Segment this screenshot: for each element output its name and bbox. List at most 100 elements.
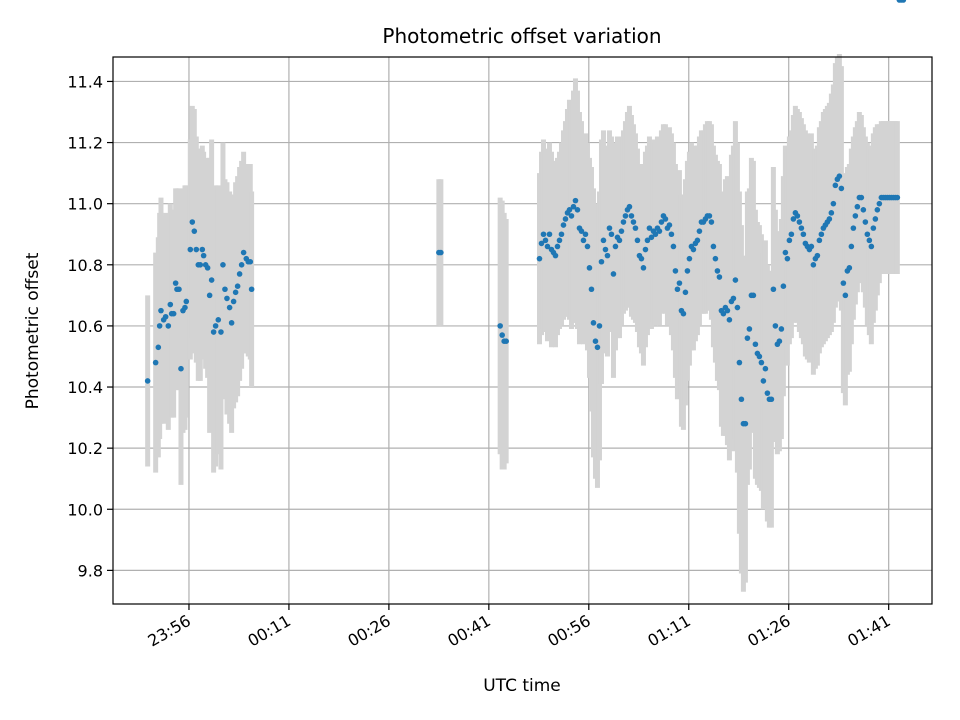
data-point bbox=[158, 307, 164, 314]
data-point bbox=[658, 219, 665, 225]
data-point bbox=[756, 353, 763, 360]
data-point bbox=[778, 326, 785, 332]
data-point bbox=[772, 323, 779, 329]
data-point bbox=[586, 265, 593, 271]
data-point bbox=[790, 216, 797, 222]
data-point bbox=[566, 206, 573, 213]
data-point bbox=[568, 213, 575, 219]
data-point bbox=[854, 203, 861, 210]
data-point bbox=[606, 225, 613, 231]
data-point bbox=[810, 261, 817, 268]
data-point bbox=[736, 359, 743, 366]
data-point bbox=[782, 249, 789, 256]
data-point bbox=[800, 231, 807, 238]
data-point bbox=[499, 332, 505, 338]
y-tick-label: 10.8 bbox=[67, 256, 103, 275]
data-point bbox=[690, 246, 697, 253]
data-point bbox=[742, 420, 749, 427]
data-point bbox=[546, 231, 553, 238]
data-point bbox=[584, 243, 591, 250]
y-axis-label: Photometric offset bbox=[23, 252, 43, 409]
data-point bbox=[694, 237, 701, 244]
data-point bbox=[208, 277, 215, 283]
data-point bbox=[610, 271, 617, 277]
data-point bbox=[176, 286, 182, 293]
data-point bbox=[182, 304, 188, 311]
y-tick-label: 11.2 bbox=[67, 134, 103, 153]
data-point bbox=[682, 289, 689, 296]
data-point bbox=[156, 323, 163, 329]
data-point bbox=[193, 246, 200, 253]
data-point bbox=[758, 359, 765, 366]
data-point bbox=[572, 197, 579, 204]
data-points bbox=[144, 0, 907, 427]
data-point bbox=[864, 231, 871, 238]
data-point bbox=[670, 243, 677, 250]
data-point bbox=[204, 265, 211, 271]
data-point bbox=[536, 255, 543, 262]
data-point bbox=[858, 194, 865, 201]
data-point bbox=[199, 246, 206, 253]
data-point bbox=[594, 344, 601, 351]
data-point bbox=[708, 219, 715, 225]
data-point bbox=[183, 298, 190, 305]
data-point bbox=[622, 213, 629, 219]
data-point bbox=[560, 222, 567, 228]
data-point bbox=[848, 243, 855, 250]
data-point bbox=[503, 338, 509, 344]
data-point bbox=[840, 280, 847, 286]
data-point bbox=[760, 378, 767, 384]
data-point bbox=[644, 237, 651, 244]
data-point bbox=[672, 268, 679, 274]
data-point bbox=[234, 283, 241, 289]
y-tick-label: 10.4 bbox=[67, 378, 103, 397]
data-point bbox=[197, 261, 204, 268]
data-point bbox=[222, 286, 228, 293]
data-point bbox=[438, 249, 444, 256]
data-point bbox=[726, 317, 733, 323]
data-point bbox=[680, 310, 687, 317]
data-point bbox=[784, 255, 791, 262]
y-tick-label: 10.2 bbox=[67, 439, 103, 458]
data-point bbox=[191, 228, 198, 234]
data-point bbox=[724, 307, 731, 314]
data-point bbox=[598, 258, 605, 265]
data-point bbox=[734, 304, 741, 311]
data-point bbox=[170, 310, 177, 317]
data-point bbox=[716, 274, 723, 280]
data-point bbox=[562, 216, 569, 222]
data-point bbox=[814, 252, 821, 259]
data-point bbox=[656, 228, 663, 234]
data-point bbox=[686, 255, 693, 262]
data-point bbox=[746, 326, 753, 332]
data-point bbox=[876, 200, 883, 207]
data-point bbox=[497, 323, 503, 329]
data-point bbox=[628, 213, 635, 219]
data-point bbox=[618, 228, 625, 234]
data-point bbox=[738, 396, 745, 403]
data-point bbox=[162, 313, 169, 320]
data-point bbox=[852, 213, 859, 219]
data-point bbox=[580, 237, 587, 244]
data-point bbox=[764, 390, 771, 396]
data-point bbox=[894, 194, 901, 201]
data-point bbox=[874, 206, 881, 213]
data-point bbox=[826, 216, 833, 222]
data-point bbox=[540, 231, 547, 238]
data-point bbox=[706, 213, 713, 219]
data-point bbox=[620, 219, 627, 225]
data-point bbox=[768, 396, 775, 403]
data-point bbox=[544, 243, 551, 250]
data-point bbox=[786, 237, 793, 244]
data-point bbox=[900, 0, 907, 3]
data-point bbox=[155, 344, 162, 351]
data-point bbox=[189, 219, 196, 225]
data-point bbox=[750, 292, 757, 299]
data-point bbox=[632, 225, 639, 231]
data-point bbox=[232, 289, 239, 296]
data-point bbox=[600, 237, 607, 244]
data-point bbox=[172, 280, 179, 286]
data-point bbox=[592, 338, 599, 344]
data-point bbox=[696, 228, 703, 234]
